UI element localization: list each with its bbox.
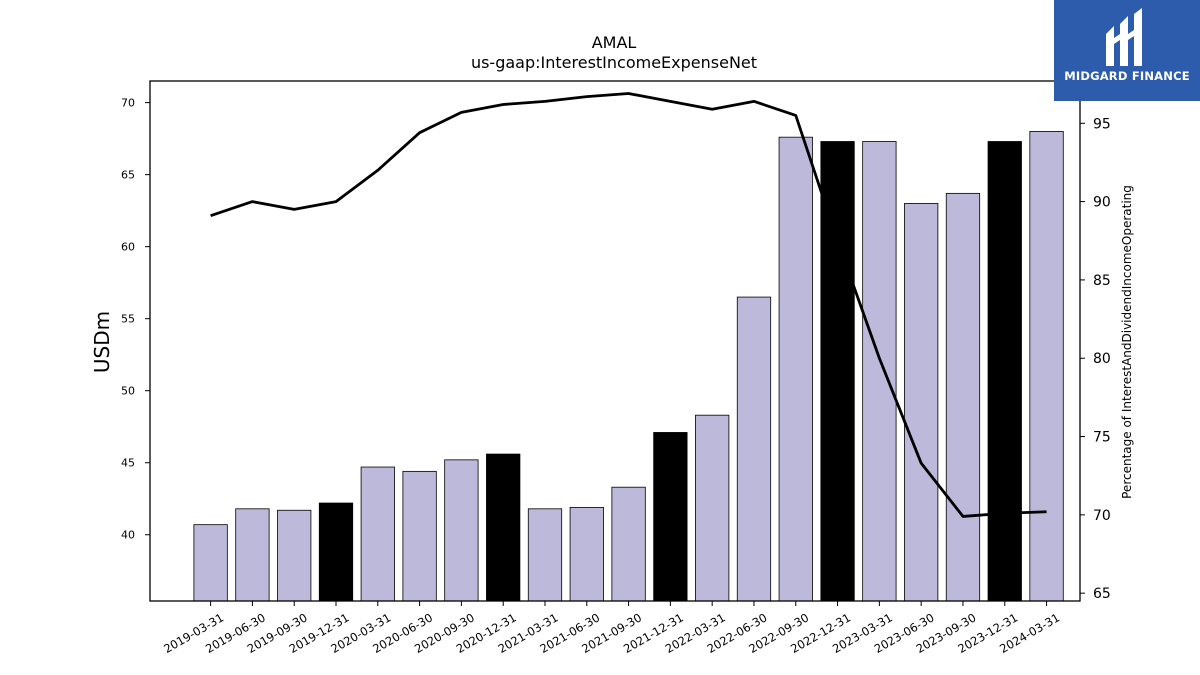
bar-2020-12-31	[486, 453, 521, 602]
bar-2024-03-31	[1029, 131, 1064, 602]
bar-2022-06-30	[736, 296, 772, 602]
bar-2020-06-30	[402, 470, 437, 602]
bar-2019-06-30	[235, 508, 270, 602]
y2-tick-label-65: 65	[1093, 586, 1111, 602]
y2-axis-label: Percentage of InterestAndDividendIncomeO…	[1120, 185, 1134, 499]
bar-2023-09-30	[945, 192, 981, 602]
bar-2021-09-30	[611, 486, 646, 602]
y-tick-label-60: 60	[121, 241, 135, 254]
bar-2022-09-30	[778, 136, 813, 602]
bar-2019-03-31	[193, 524, 228, 602]
line-series	[210, 92, 1047, 518]
logo-mark-icon	[1106, 8, 1142, 66]
chart-title: AMAL	[592, 33, 637, 52]
bar-2021-06-30	[569, 506, 604, 602]
bar-2021-12-31	[653, 432, 688, 602]
y2-tick-label-80: 80	[1093, 351, 1111, 367]
y-tick-label-65: 65	[121, 169, 135, 182]
bar-2023-03-31	[862, 141, 897, 602]
y2-tick-label-95: 95	[1093, 116, 1111, 132]
y-axis-label: USDm	[90, 311, 114, 373]
brand-logo: MIDGARD FINANCE	[1054, 0, 1200, 101]
x-axis: 2019-03-312019-06-302019-09-302019-12-31…	[161, 601, 1062, 656]
chart-subtitle: us-gaap:InterestIncomeExpenseNet	[471, 53, 757, 72]
bar-2020-09-30	[444, 459, 479, 602]
logo-text: MIDGARD FINANCE	[1064, 69, 1190, 83]
y2-tick-label-90: 90	[1093, 195, 1111, 211]
y-tick-label-45: 45	[121, 457, 135, 470]
y-tick-label-70: 70	[121, 97, 135, 110]
bar-2023-06-30	[904, 203, 939, 602]
y-tick-label-50: 50	[121, 385, 135, 398]
bar-2021-03-31	[527, 508, 563, 602]
y2-tick-label-85: 85	[1093, 273, 1111, 289]
right-axis: 65 70 75 80 85 90 95	[1080, 116, 1111, 602]
plot-frame	[149, 80, 1081, 602]
y-tick-label-40: 40	[121, 529, 135, 542]
left-axis: 40 45 50 55 60 65 70	[121, 97, 150, 542]
y2-tick-label-75: 75	[1093, 430, 1111, 446]
bar-2022-12-31	[820, 141, 855, 602]
y-tick-label-55: 55	[121, 313, 135, 326]
bar-2020-03-31	[360, 466, 395, 602]
y2-tick-label-70: 70	[1093, 508, 1111, 524]
bar-2019-12-31	[318, 502, 354, 602]
bar-2023-12-31	[987, 141, 1022, 602]
line-group	[210, 92, 1047, 518]
bar-2019-09-30	[277, 509, 312, 602]
bar-2022-03-31	[695, 414, 730, 602]
bars-group	[193, 131, 1064, 602]
